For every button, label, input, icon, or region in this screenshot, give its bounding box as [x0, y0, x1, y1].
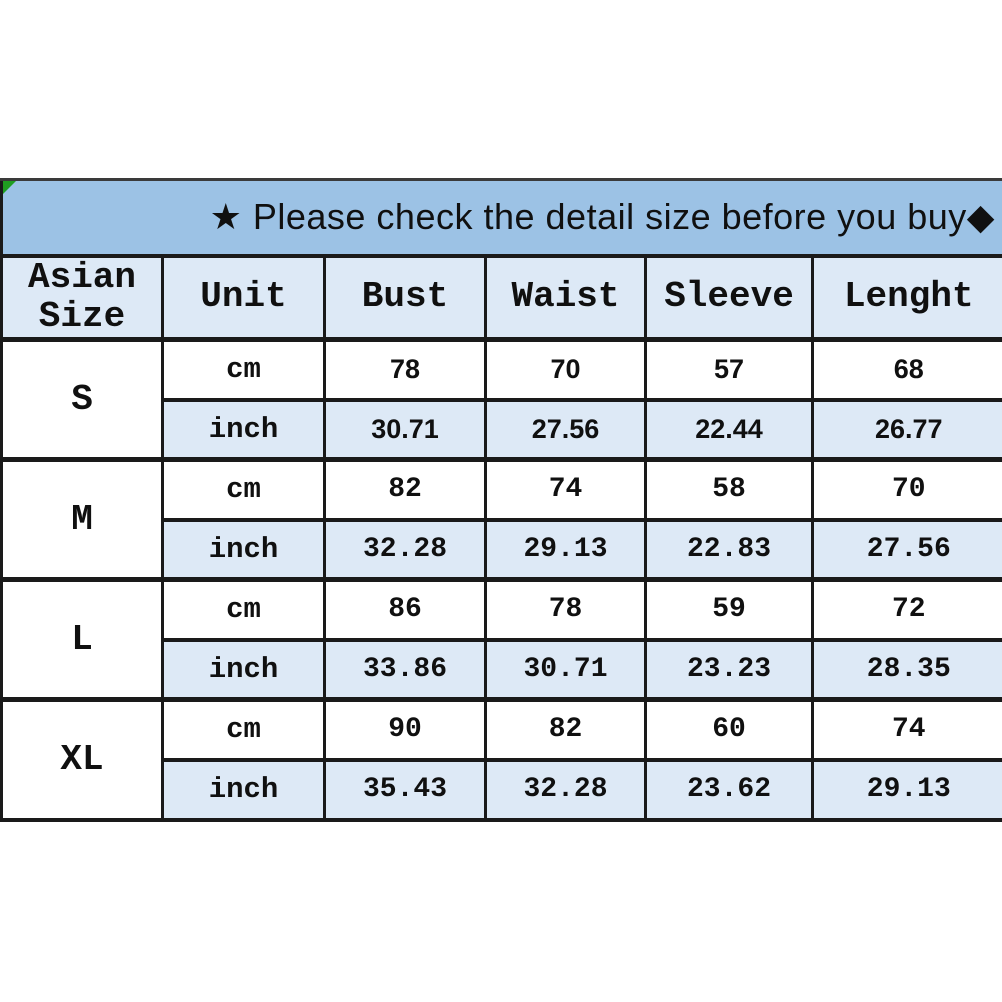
cell-xl-inch-waist: 32.28: [484, 757, 647, 822]
column-header-row: Asian Size Unit Bust Waist Sleeve Lenght: [0, 253, 1002, 342]
cell-xl-cm-bust: 90: [323, 697, 487, 762]
size-chart-table: ★ Please check the detail size before yo…: [0, 178, 1002, 822]
cell-m-inch-length: 27.56: [810, 517, 1002, 582]
cell-s-inch-sleeve: 22.44: [644, 397, 814, 462]
cell-m-inch-waist: 29.13: [484, 517, 647, 582]
unit-label: cm: [161, 337, 326, 402]
unit-label: cm: [161, 457, 326, 522]
cell-l-cm-waist: 78: [484, 577, 647, 642]
cell-l-cm-bust: 86: [323, 577, 487, 642]
cell-s-cm-bust: 78: [323, 337, 487, 402]
cell-xl-cm-length: 74: [810, 697, 1002, 762]
size-label-s: S: [0, 337, 164, 462]
row-xl-cm: XL cm 90 82 60 74: [0, 697, 1002, 822]
cell-s-cm-length: 68: [810, 337, 1002, 402]
header-waist: Waist: [484, 253, 647, 342]
size-label-xl: XL: [0, 697, 164, 822]
cell-l-cm-sleeve: 59: [644, 577, 814, 642]
header-bust: Bust: [323, 253, 487, 342]
row-l-inch: inch 33.86 30.71 23.23 28.35: [2, 637, 1002, 702]
unit-label: inch: [161, 637, 326, 702]
cell-xl-inch-bust: 35.43: [323, 757, 487, 822]
cell-l-inch-sleeve: 23.23: [644, 637, 814, 702]
cell-m-cm-sleeve: 58: [644, 457, 814, 522]
green-corner-icon: [4, 182, 16, 194]
row-m-cm: M cm 82 74 58 70: [0, 457, 1002, 582]
row-m-inch: inch 32.28 29.13 22.83 27.56: [2, 517, 1002, 582]
cell-s-inch-bust: 30.71: [323, 397, 487, 462]
banner-cell: ★ Please check the detail size before yo…: [0, 178, 1002, 257]
cell-s-inch-length: 26.77: [810, 397, 1002, 462]
unit-label: cm: [161, 697, 326, 762]
unit-label: inch: [161, 397, 326, 462]
cell-l-inch-length: 28.35: [810, 637, 1002, 702]
size-label-m: M: [0, 457, 164, 582]
cell-l-inch-bust: 33.86: [323, 637, 487, 702]
unit-label: inch: [161, 517, 326, 582]
banner-text: ★ Please check the detail size before yo…: [209, 196, 995, 238]
header-asian-size: Asian Size: [0, 253, 164, 342]
cell-s-inch-waist: 27.56: [484, 397, 647, 462]
cell-m-cm-bust: 82: [323, 457, 487, 522]
row-xl-inch: inch 35.43 32.28 23.62 29.13: [2, 757, 1002, 822]
cell-xl-inch-length: 29.13: [810, 757, 1002, 822]
header-length: Lenght: [810, 253, 1002, 342]
cell-l-inch-waist: 30.71: [484, 637, 647, 702]
cell-s-cm-waist: 70: [484, 337, 647, 402]
header-unit: Unit: [161, 253, 326, 342]
cell-s-cm-sleeve: 57: [644, 337, 814, 402]
header-sleeve: Sleeve: [644, 253, 814, 342]
cell-m-inch-sleeve: 22.83: [644, 517, 814, 582]
cell-xl-inch-sleeve: 23.62: [644, 757, 814, 822]
row-s-cm: S cm 78 70 57 68: [0, 337, 1002, 462]
cell-xl-cm-waist: 82: [484, 697, 647, 762]
cell-m-cm-length: 70: [810, 457, 1002, 522]
cell-m-cm-waist: 74: [484, 457, 647, 522]
cell-xl-cm-sleeve: 60: [644, 697, 814, 762]
row-s-inch: inch 30.71 27.56 22.44 26.77: [2, 397, 1002, 462]
cell-m-inch-bust: 32.28: [323, 517, 487, 582]
cell-l-cm-length: 72: [810, 577, 1002, 642]
unit-label: cm: [161, 577, 326, 642]
row-l-cm: L cm 86 78 59 72: [0, 577, 1002, 702]
banner-row: ★ Please check the detail size before yo…: [0, 178, 1002, 257]
unit-label: inch: [161, 757, 326, 822]
size-label-l: L: [0, 577, 164, 702]
